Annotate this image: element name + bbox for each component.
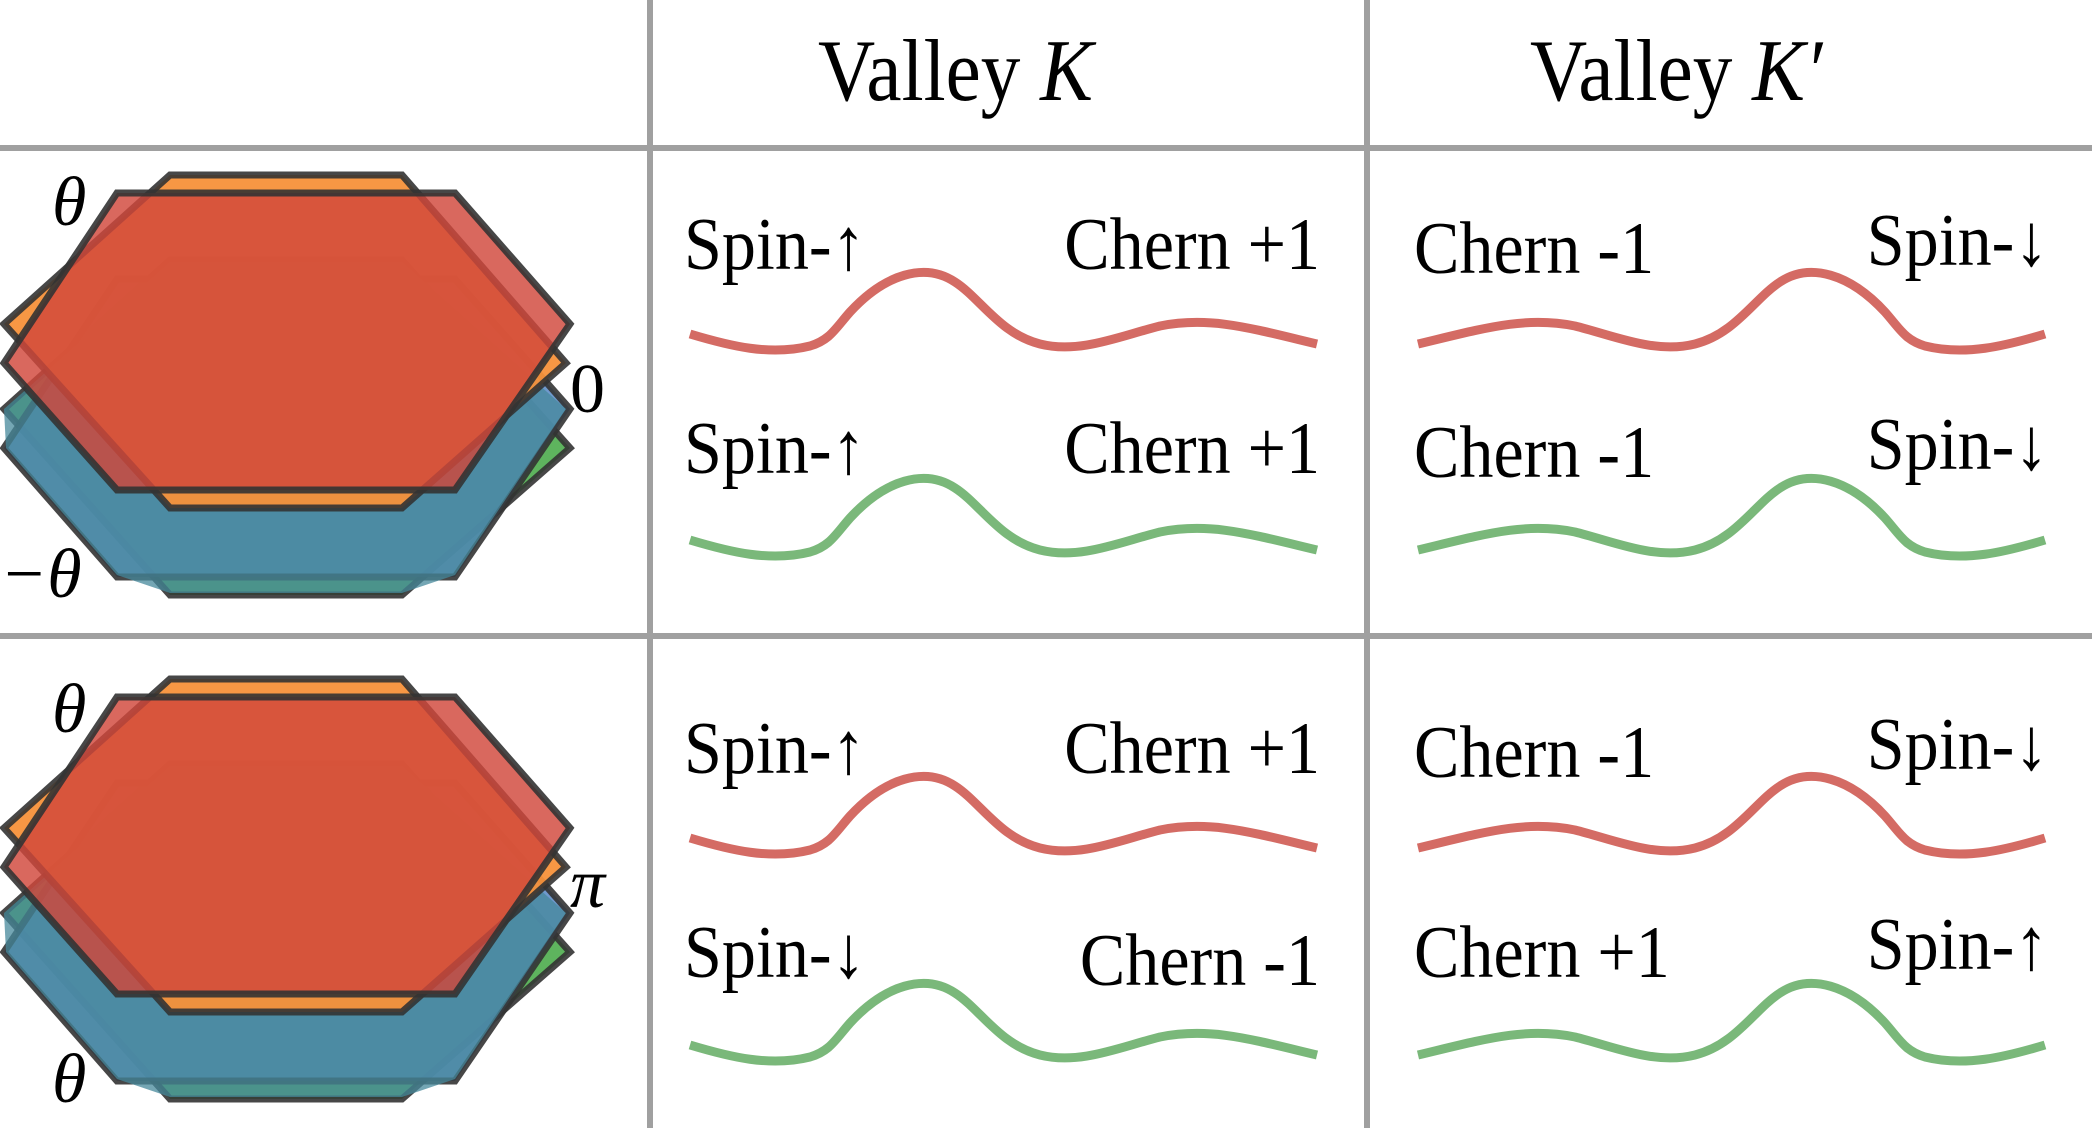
chern-label: Chern +1	[1064, 204, 1320, 286]
spin-label: Spin-↑	[684, 708, 866, 790]
band-curve	[1418, 983, 2045, 1061]
angle-label-middle: π	[570, 846, 606, 923]
chern-label: Chern -1	[1079, 920, 1320, 1002]
chern-label: Chern -1	[1414, 412, 1655, 494]
spin-label: Spin-↑	[684, 204, 866, 286]
chern-label: Chern +1	[1414, 912, 1670, 994]
column-header-valley-kp: Valley K′	[1530, 28, 1822, 116]
header-symbol: K	[1040, 23, 1093, 120]
angle-label-top: θ	[52, 671, 87, 748]
angle-label-top: θ	[52, 164, 87, 241]
stacking-diagram-row2	[4, 679, 570, 1099]
spin-label: Spin-↓	[684, 912, 866, 994]
column-header-valley-k: Valley K	[818, 28, 1093, 116]
spin-label: Spin-↓	[1866, 200, 2048, 282]
chern-label: Chern -1	[1414, 208, 1655, 290]
header-symbol: K′	[1752, 23, 1823, 120]
angle-label-bottom: −θ	[0, 536, 82, 613]
header-text: Valley	[1530, 23, 1753, 120]
spin-label: Spin-↓	[1866, 404, 2048, 486]
stacking-diagram-row1	[4, 175, 570, 595]
angle-label-bottom: θ	[52, 1041, 87, 1118]
chern-label: Chern +1	[1064, 708, 1320, 790]
spin-label: Spin-↑	[684, 408, 866, 490]
spin-label: Spin-↑	[1866, 904, 2048, 986]
band-curve	[690, 478, 1317, 556]
angle-label-middle: 0	[570, 351, 605, 428]
spin-label: Spin-↓	[1866, 704, 2048, 786]
chern-label: Chern +1	[1064, 408, 1320, 490]
chern-label: Chern -1	[1414, 712, 1655, 794]
header-text: Valley	[818, 23, 1041, 120]
